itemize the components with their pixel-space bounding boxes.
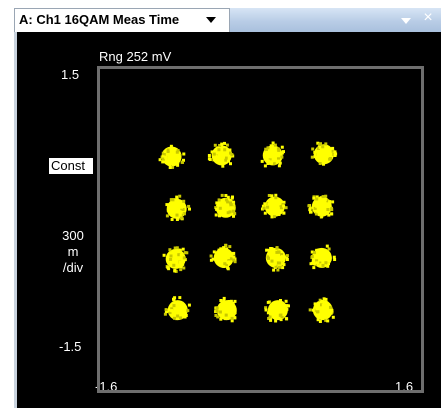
scale-per-div: /div	[62, 260, 84, 275]
scale-value: 300	[62, 228, 84, 243]
y-axis-top-label: 1.5	[61, 67, 80, 82]
scale-unit: m	[67, 244, 79, 259]
tab-trace-a[interactable]: A: Ch1 16QAM Meas Time	[14, 8, 230, 32]
constellation-plot	[158, 141, 338, 323]
constellation-point	[264, 299, 290, 323]
format-button[interactable]: Const	[49, 158, 93, 174]
y-axis-bottom-label: -1.5	[59, 339, 82, 354]
close-icon[interactable]: ×	[423, 9, 433, 26]
constellation-point	[307, 194, 335, 219]
graticule	[97, 66, 424, 393]
chevron-down-icon[interactable]	[205, 15, 217, 25]
constellation-point	[207, 141, 235, 168]
window-menu-icon[interactable]	[400, 16, 412, 26]
tab-title: A: Ch1 16QAM Meas Time	[19, 12, 180, 27]
constellation-point	[308, 297, 335, 323]
scale-readout[interactable]: 300 m /div	[55, 228, 91, 276]
constellation-point	[260, 141, 285, 168]
constellation-point	[265, 246, 289, 272]
constellation-point	[310, 141, 338, 166]
constellation-point	[158, 144, 186, 169]
window-left-border	[14, 32, 17, 408]
constellation-point	[261, 193, 288, 219]
window-titlebar: ×	[230, 8, 441, 32]
range-label: Rng 252 mV	[99, 49, 172, 64]
tab-bar: A: Ch1 16QAM Meas Time ×	[0, 0, 441, 32]
constellation-point	[214, 193, 237, 218]
constellation-panel: Rng 252 mV 1.5 Const 300 m /div -1.5 -1.…	[17, 32, 441, 408]
constellation-point	[165, 194, 191, 221]
constellation-point	[309, 244, 337, 270]
constellation-point	[214, 296, 237, 323]
constellation-point	[163, 296, 191, 321]
constellation-point	[209, 243, 237, 271]
constellation-point	[162, 246, 189, 273]
